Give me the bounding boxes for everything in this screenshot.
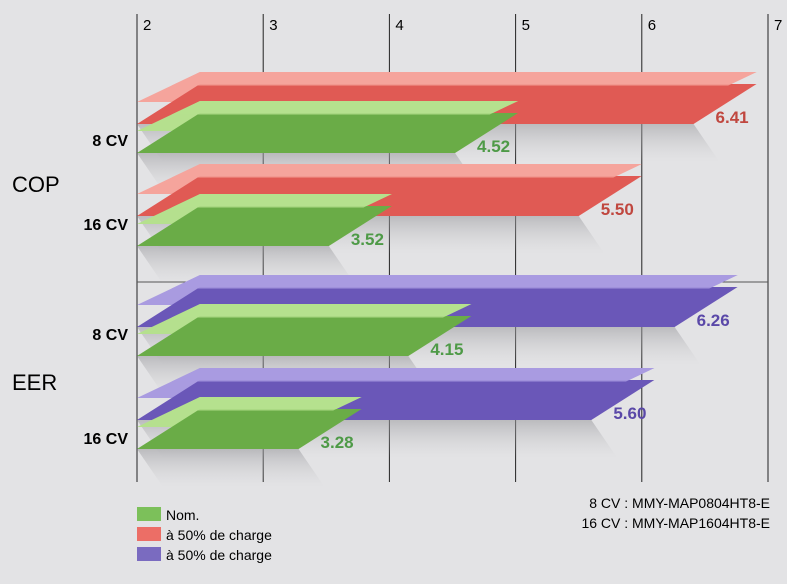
legend-swatch-charge_eer — [137, 547, 161, 561]
legend-label-charge_eer: à 50% de charge — [166, 547, 272, 563]
bar-nom — [137, 113, 519, 153]
bar-charge-highlight — [171, 368, 655, 382]
value-label-nom: 4.15 — [430, 340, 463, 359]
value-label-charge: 6.41 — [716, 108, 749, 127]
value-label-nom: 4.52 — [477, 137, 510, 156]
bar-nom-highlight — [171, 101, 519, 115]
bar-nom — [137, 409, 362, 449]
x-tick-label: 7 — [774, 17, 782, 34]
bar-charge-highlight — [171, 164, 642, 178]
bar-nom — [137, 316, 472, 356]
x-tick-label: 6 — [648, 17, 656, 34]
bar-charge-highlight — [171, 275, 738, 289]
value-label-nom: 3.52 — [351, 230, 384, 249]
row-label: 16 CV — [84, 431, 129, 448]
group-label-eer: EER — [12, 370, 57, 395]
value-label-charge: 5.50 — [601, 200, 634, 219]
bar-nom-shadow — [137, 246, 355, 284]
bar-nom-highlight — [171, 397, 362, 411]
value-label-nom: 3.28 — [321, 433, 354, 452]
x-tick-label: 3 — [269, 17, 277, 34]
x-tick-label: 5 — [522, 17, 530, 34]
row-label: 8 CV — [92, 133, 128, 150]
legend-label-nom: Nom. — [166, 507, 199, 523]
bar-charge-highlight — [171, 72, 757, 86]
row-label: 16 CV — [84, 217, 129, 234]
labels-layer: 2 3 4 5 6 7 COP 6.41 4.52 8 CV 5.50 3.52 16 CV EER 6.2… — [12, 17, 782, 452]
row-label: 8 CV — [92, 327, 128, 344]
value-label-charge: 6.26 — [697, 311, 730, 330]
legend-swatch-nom — [137, 507, 161, 521]
legend: Nom. à 50% de charge à 50% de charge — [137, 507, 272, 563]
legend-label-charge_cop: à 50% de charge — [166, 527, 272, 543]
bar-nom — [137, 206, 392, 246]
legend-swatch-charge_cop — [137, 527, 161, 541]
x-tick-label: 2 — [143, 17, 151, 34]
bar-nom-shadow — [137, 449, 325, 487]
model-note: 8 CV : MMY-MAP0804HT8-E — [589, 495, 770, 511]
x-tick-label: 4 — [395, 17, 403, 34]
value-label-charge: 5.60 — [613, 404, 646, 423]
model-notes: 8 CV : MMY-MAP0804HT8-E 16 CV : MMY-MAP16… — [581, 495, 770, 531]
group-label-cop: COP — [12, 172, 60, 197]
bar-nom-highlight — [171, 194, 392, 208]
bars-layer — [137, 72, 757, 449]
model-note: 16 CV : MMY-MAP1604HT8-E — [581, 515, 770, 531]
bar-nom-highlight — [171, 304, 472, 318]
